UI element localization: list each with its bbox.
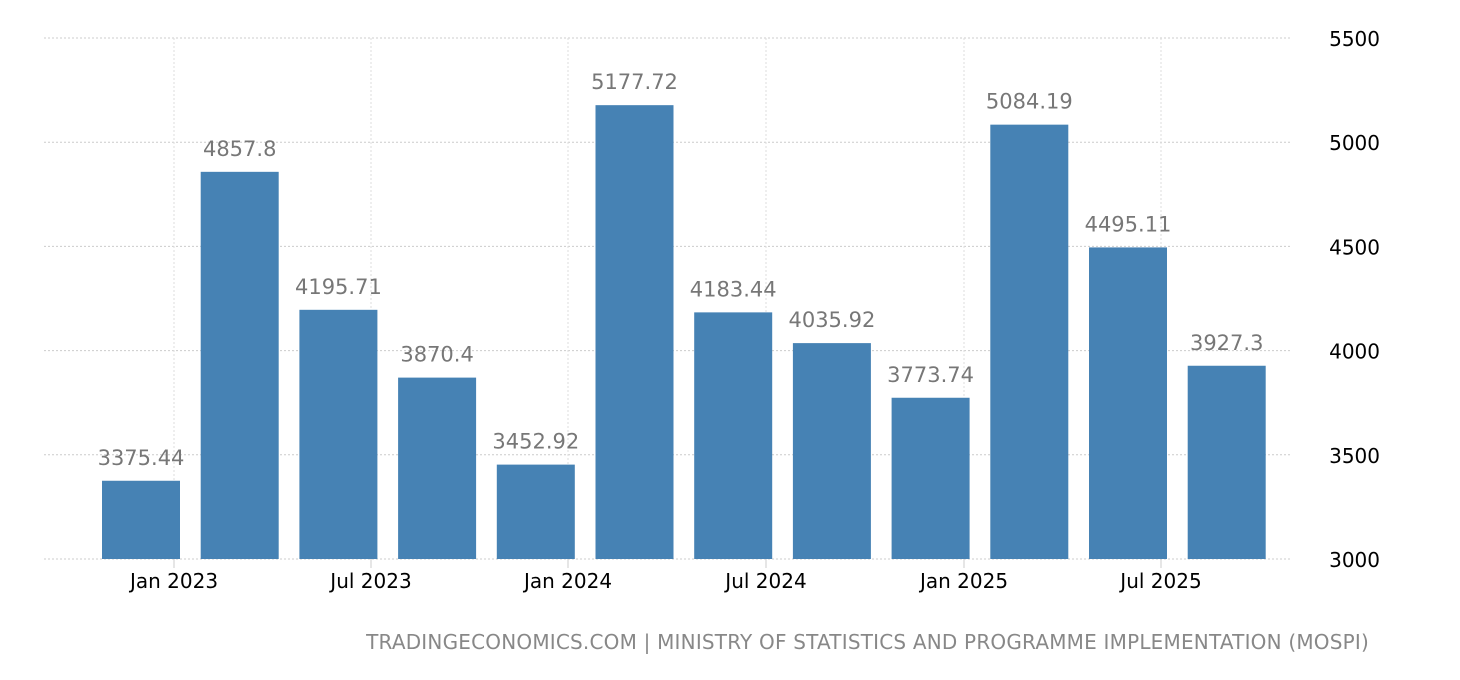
data-label: 4195.71 bbox=[295, 275, 382, 299]
bar bbox=[792, 343, 871, 559]
bar bbox=[102, 480, 180, 559]
data-label: 5084.19 bbox=[986, 90, 1073, 114]
y-tick-label: 5000 bbox=[1329, 131, 1380, 155]
x-tick-label: Jan 2024 bbox=[522, 569, 612, 593]
bar bbox=[1089, 247, 1167, 560]
bar bbox=[398, 377, 477, 559]
data-label: 4183.44 bbox=[690, 277, 777, 301]
bar bbox=[1187, 365, 1266, 559]
data-label: 3870.4 bbox=[400, 343, 473, 367]
x-tick-label: Jan 2025 bbox=[918, 569, 1008, 593]
y-tick-label: 3000 bbox=[1329, 548, 1380, 572]
y-tick-label: 5500 bbox=[1329, 27, 1380, 51]
bar bbox=[200, 171, 279, 559]
y-tick-label: 4500 bbox=[1329, 235, 1380, 259]
y-tick-label: 3500 bbox=[1329, 444, 1380, 468]
y-tick-label: 4000 bbox=[1329, 340, 1380, 364]
bar bbox=[299, 309, 378, 559]
data-label: 3927.3 bbox=[1190, 331, 1263, 355]
bar bbox=[595, 105, 674, 560]
x-tick-label: Jan 2023 bbox=[128, 569, 218, 593]
data-label: 3452.92 bbox=[492, 430, 579, 454]
data-label: 4857.8 bbox=[203, 137, 276, 161]
data-label: 4035.92 bbox=[788, 308, 875, 332]
x-tick-label: Jul 2023 bbox=[328, 569, 411, 593]
data-label: 4495.11 bbox=[1085, 212, 1172, 236]
x-tick-label: Jul 2024 bbox=[723, 569, 806, 593]
data-label: 5177.72 bbox=[591, 70, 678, 94]
bar bbox=[694, 312, 773, 559]
source-credit: TRADINGECONOMICS.COM | MINISTRY OF STATI… bbox=[366, 630, 1369, 654]
x-tick-label: Jul 2025 bbox=[1118, 569, 1201, 593]
bar bbox=[891, 397, 970, 559]
bar bbox=[496, 464, 575, 559]
data-label: 3375.44 bbox=[98, 446, 185, 470]
bar bbox=[990, 124, 1069, 560]
data-label: 3773.74 bbox=[887, 363, 974, 387]
